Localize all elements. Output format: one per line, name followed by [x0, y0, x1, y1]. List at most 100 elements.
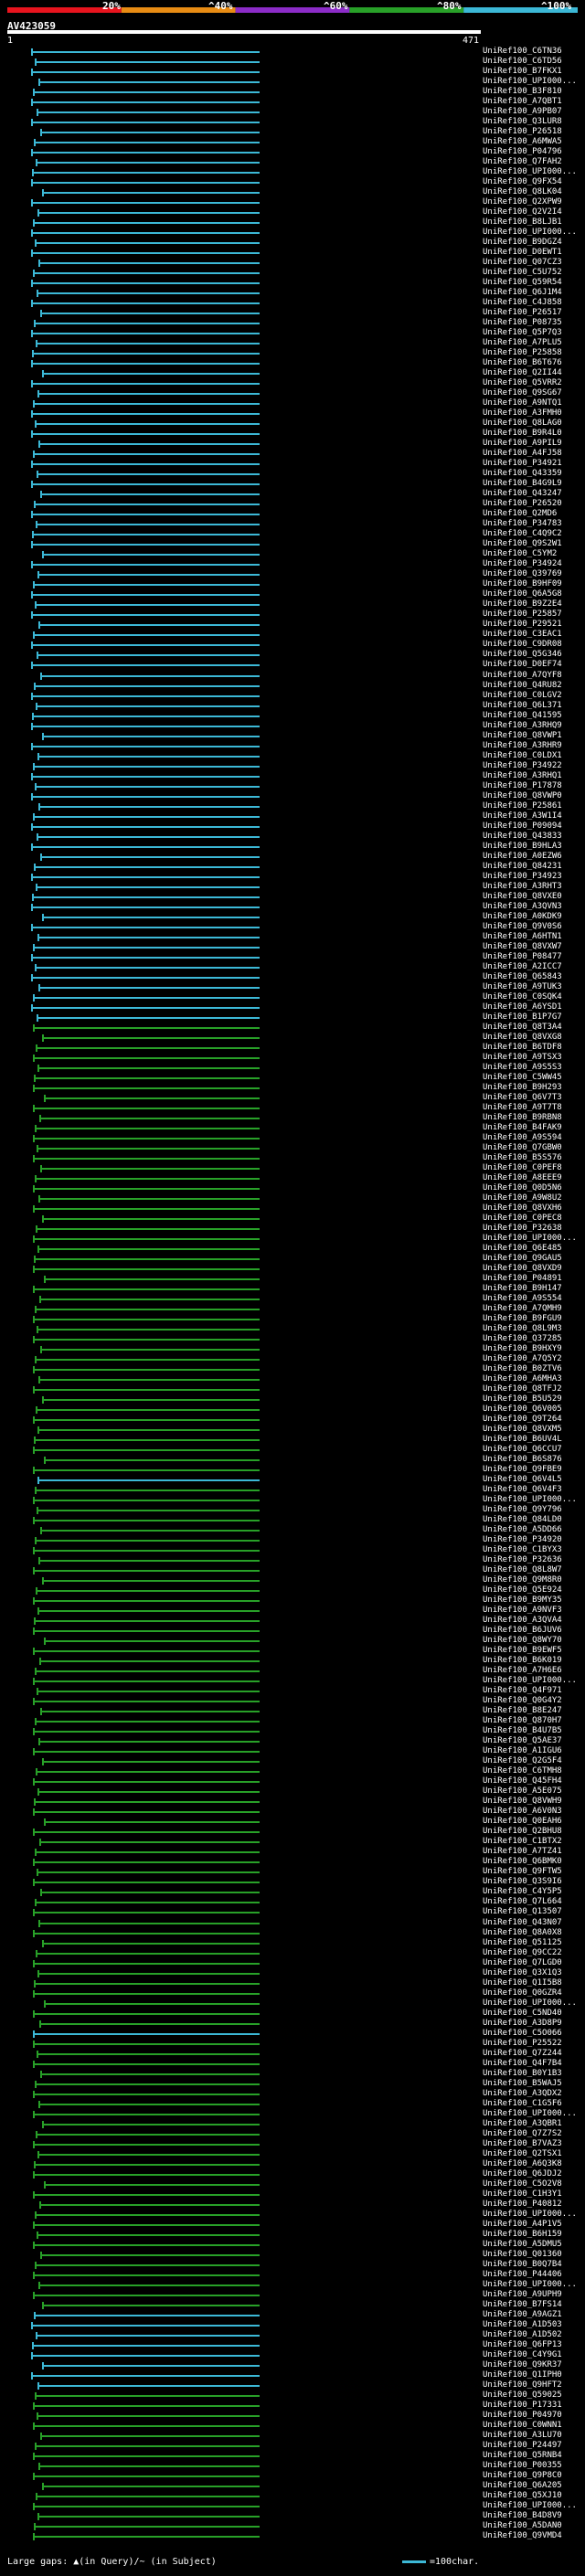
hit-label[interactable]: UniRef100_Q8VXE0 [483, 892, 562, 901]
hit-label[interactable]: UniRef100_A7QMH9 [483, 1304, 562, 1313]
hit-bar[interactable] [42, 373, 260, 375]
hit-bar[interactable] [40, 132, 260, 133]
hit-label[interactable]: UniRef100_Q5G346 [483, 650, 562, 659]
hit-label[interactable]: UniRef100_B0Y1B3 [483, 2069, 562, 2078]
hit-label[interactable]: UniRef100_A3W1I4 [483, 811, 562, 821]
hit-bar[interactable] [33, 1288, 260, 1290]
hit-label[interactable]: UniRef100_A6Q3K8 [483, 2159, 562, 2168]
hit-label[interactable]: UniRef100_Q5RNB4 [483, 2451, 562, 2460]
hit-label[interactable]: UniRef100_Q2XPW9 [483, 197, 562, 207]
hit-label[interactable]: UniRef100_Q5AE37 [483, 1736, 562, 1745]
hit-bar[interactable] [44, 1640, 260, 1642]
hit-bar[interactable] [33, 1208, 260, 1210]
hit-bar[interactable] [33, 2224, 260, 2226]
hit-bar[interactable] [37, 1067, 260, 1069]
hit-bar[interactable] [38, 987, 260, 989]
hit-label[interactable]: UniRef100_Q8LAG0 [483, 419, 562, 428]
hit-label[interactable]: UniRef100_Q7LGD0 [483, 1958, 562, 1967]
hit-bar[interactable] [32, 172, 260, 174]
hit-label[interactable]: UniRef100_Q1I5B8 [483, 1978, 562, 1988]
hit-label[interactable]: UniRef100_UPI000... [483, 2280, 577, 2289]
hit-label[interactable]: UniRef100_B9H293 [483, 1083, 562, 1092]
hit-label[interactable]: UniRef100_A9NVF3 [483, 1606, 562, 1615]
hit-label[interactable]: UniRef100_Q3LUR8 [483, 117, 562, 126]
hit-bar[interactable] [33, 1912, 260, 1913]
hit-bar[interactable] [33, 1570, 260, 1572]
hit-bar[interactable] [40, 493, 260, 495]
hit-label[interactable]: UniRef100_Q9GAU5 [483, 1254, 562, 1263]
hit-bar[interactable] [38, 443, 260, 445]
hit-label[interactable]: UniRef100_C5WW45 [483, 1073, 562, 1082]
hit-label[interactable]: UniRef100_A3QDX2 [483, 2089, 562, 2098]
hit-bar[interactable] [42, 2124, 260, 2125]
hit-bar[interactable] [31, 726, 260, 727]
hit-label[interactable]: UniRef100_Q8VXD9 [483, 1264, 562, 1273]
hit-bar[interactable] [31, 826, 260, 828]
hit-bar[interactable] [34, 2315, 260, 2316]
hit-bar[interactable] [32, 353, 260, 355]
hit-bar[interactable] [33, 1108, 260, 1109]
hit-bar[interactable] [36, 1590, 260, 1592]
hit-label[interactable]: UniRef100_Q9S2W1 [483, 539, 562, 548]
hit-label[interactable]: UniRef100_C4Y5P5 [483, 1887, 562, 1896]
hit-bar[interactable] [31, 122, 260, 123]
hit-label[interactable]: UniRef100_P34920 [483, 1535, 562, 1544]
hit-label[interactable]: UniRef100_UPI000... [483, 1495, 577, 1504]
hit-label[interactable]: UniRef100_A5DMU5 [483, 2240, 562, 2249]
hit-label[interactable]: UniRef100_A5DAN0 [483, 2521, 562, 2530]
hit-label[interactable]: UniRef100_B9MY35 [483, 1595, 562, 1605]
hit-bar[interactable] [34, 142, 260, 143]
hit-bar[interactable] [37, 1148, 260, 1150]
hit-bar[interactable] [42, 192, 260, 194]
hit-bar[interactable] [44, 1459, 260, 1461]
hit-label[interactable]: UniRef100_Q3X1Q3 [483, 1968, 562, 1977]
hit-label[interactable]: UniRef100_A7PLU5 [483, 338, 562, 347]
hit-label[interactable]: UniRef100_P25522 [483, 2039, 562, 2048]
hit-bar[interactable] [33, 1882, 260, 1883]
hit-label[interactable]: UniRef100_Q7Z7S2 [483, 2129, 562, 2138]
hit-label[interactable]: UniRef100_Q4F971 [483, 1686, 562, 1695]
hit-label[interactable]: UniRef100_A9TSX3 [483, 1053, 562, 1062]
hit-label[interactable]: UniRef100_Q6V7T3 [483, 1093, 562, 1102]
hit-label[interactable]: UniRef100_A3QVA4 [483, 1616, 562, 1625]
hit-bar[interactable] [31, 2355, 260, 2357]
hit-bar[interactable] [39, 1299, 260, 1300]
hit-label[interactable]: UniRef100_Q7Z244 [483, 2049, 562, 2058]
hit-bar[interactable] [42, 2486, 260, 2487]
hit-label[interactable]: UniRef100_Q4F7B4 [483, 2059, 562, 2068]
hit-label[interactable]: UniRef100_Q7GBW0 [483, 1143, 562, 1152]
hit-bar[interactable] [33, 997, 260, 999]
hit-bar[interactable] [37, 2516, 260, 2518]
hit-label[interactable]: UniRef100_Q43247 [483, 489, 562, 498]
hit-bar[interactable] [33, 272, 260, 274]
hit-bar[interactable] [33, 2244, 260, 2246]
hit-label[interactable]: UniRef100_B6H159 [483, 2230, 562, 2239]
hit-bar[interactable] [31, 333, 260, 334]
hit-label[interactable]: UniRef100_Q3S9I6 [483, 1877, 562, 1886]
hit-label[interactable]: UniRef100_A3QVN3 [483, 902, 562, 911]
hit-label[interactable]: UniRef100_B6S876 [483, 1455, 562, 1464]
hit-bar[interactable] [31, 463, 260, 465]
hit-bar[interactable] [33, 816, 260, 818]
hit-label[interactable]: UniRef100_A3RHR9 [483, 741, 562, 750]
hit-label[interactable]: UniRef100_Q9FTW5 [483, 1867, 562, 1876]
hit-bar[interactable] [37, 1329, 260, 1330]
hit-label[interactable]: UniRef100_Q8WY70 [483, 1636, 562, 1645]
hit-label[interactable]: UniRef100_C9DR08 [483, 640, 562, 649]
hit-bar[interactable] [31, 957, 260, 959]
hit-bar[interactable] [37, 111, 260, 113]
hit-label[interactable]: UniRef100_B4U7B5 [483, 1726, 562, 1735]
hit-label[interactable]: UniRef100_B9RBN8 [483, 1113, 562, 1122]
hit-bar[interactable] [33, 2194, 260, 2196]
hit-bar[interactable] [36, 705, 260, 707]
hit-bar[interactable] [38, 806, 260, 808]
hit-label[interactable]: UniRef100_A6YSD1 [483, 1002, 562, 1012]
hit-bar[interactable] [36, 886, 260, 888]
hit-label[interactable]: UniRef100_A1IGU6 [483, 1746, 562, 1755]
hit-bar[interactable] [37, 654, 260, 656]
hit-label[interactable]: UniRef100_UPI000... [483, 2109, 577, 2118]
hit-bar[interactable] [31, 71, 260, 73]
hit-bar[interactable] [37, 2385, 260, 2387]
hit-label[interactable]: UniRef100_A0EZW6 [483, 852, 562, 861]
hit-bar[interactable] [34, 1077, 260, 1079]
